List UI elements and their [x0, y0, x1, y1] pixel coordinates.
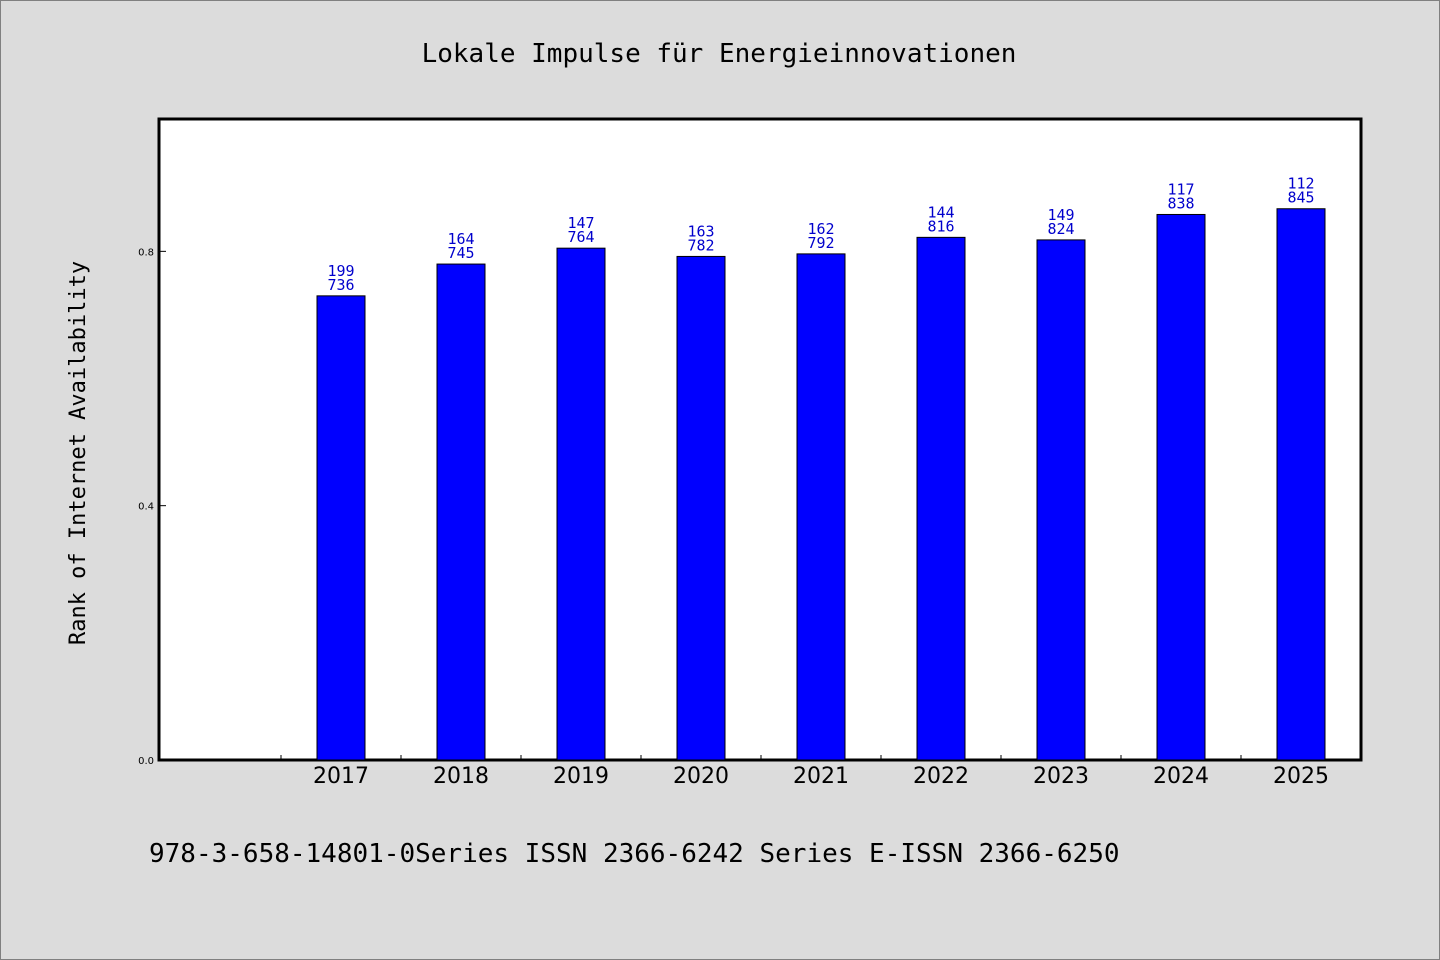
bar-2023 [1036, 239, 1086, 761]
x-tick-label: 2020 [673, 764, 729, 789]
bar-label-bottom: 792 [807, 234, 834, 252]
bar-label-bottom: 838 [1167, 194, 1194, 212]
bar-2020 [676, 255, 726, 761]
x-tick-label: 2022 [913, 764, 969, 789]
x-tick-label: 2018 [433, 764, 489, 789]
y-tick-label: 0.0 [138, 756, 154, 767]
x-tick-label: 2024 [1153, 764, 1209, 789]
x-tick-label: 2017 [313, 764, 369, 789]
x-tick-label: 2023 [1033, 764, 1089, 789]
bar-label-top: 112 [1287, 175, 1314, 193]
y-axis-label: Rank of Internet Availability [66, 261, 91, 645]
x-tick-labels: 2017 2018 2019 2020 2021 2022 2023 2024 2025 [313, 764, 1329, 789]
y-tick-label: 0.4 [138, 502, 154, 513]
bar-2019 [556, 247, 606, 761]
bar-label-top: 144 [927, 203, 954, 221]
bars [316, 208, 1326, 761]
x-tick-label: 2025 [1273, 764, 1329, 789]
footnote-isbn-issn: 978-3-658-14801-0Series ISSN 2366-6242 S… [149, 839, 1120, 869]
bar-label-bottom: 745 [447, 244, 474, 262]
bar-label-bottom: 845 [1287, 189, 1314, 207]
bar-label-bottom: 824 [1047, 220, 1074, 238]
bar-2017 [316, 295, 366, 761]
bar-label-top: 117 [1167, 180, 1194, 198]
bar-2022 [916, 236, 966, 761]
bar-label-top: 149 [1047, 206, 1074, 224]
bar-label-bottom: 816 [927, 217, 954, 235]
axis-ticks: 0.0 0.4 0.8 [138, 247, 1242, 767]
bar-2018 [436, 263, 486, 761]
bar-label-top: 199 [327, 262, 354, 280]
bar-label-bottom: 782 [687, 236, 714, 254]
chart-title: Lokale Impulse für Energieinnovationen [422, 39, 1017, 69]
bar-label-bottom: 736 [327, 276, 354, 294]
bar-label-bottom: 764 [567, 228, 594, 246]
bar-label-top: 162 [807, 220, 834, 238]
bar-2025 [1276, 208, 1326, 761]
y-tick-label: 0.8 [138, 247, 154, 258]
bar-label-top: 164 [447, 230, 474, 248]
bar-label-top: 147 [567, 214, 594, 232]
x-tick-label: 2021 [793, 764, 849, 789]
bar-2021 [796, 253, 846, 761]
bar-label-top: 163 [687, 222, 714, 240]
bar-2024 [1156, 213, 1206, 761]
x-tick-label: 2019 [553, 764, 609, 789]
